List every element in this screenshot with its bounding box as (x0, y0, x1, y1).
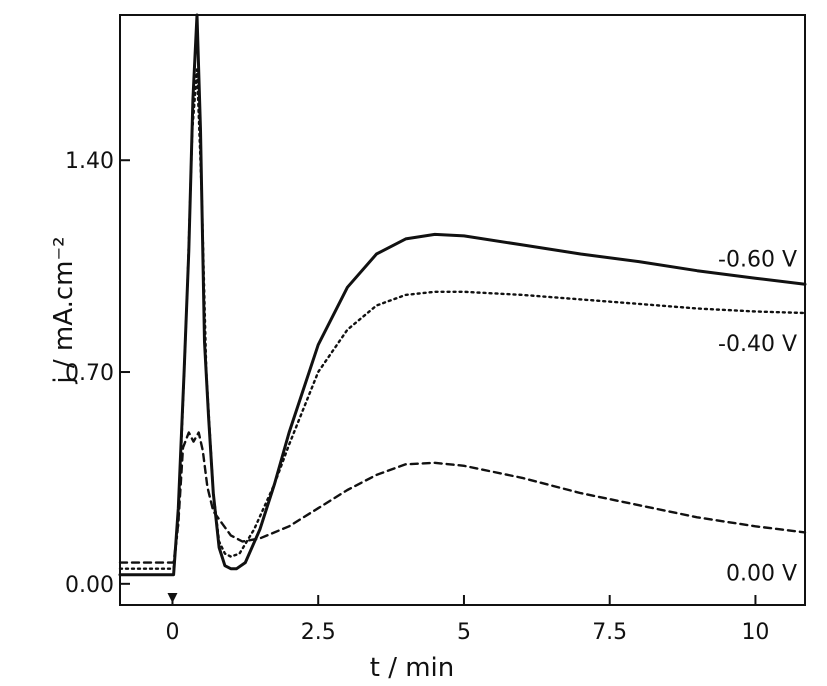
series-line-2 (118, 431, 807, 564)
x-tick-label: 0 (165, 620, 179, 645)
labels-layer: -0.60 V -0.40 V 0.00 V (167, 247, 797, 603)
y-tick-label: 0.70 (65, 361, 114, 386)
series-label-0: -0.60 V (718, 247, 797, 272)
x-axis-label: t / min (370, 653, 455, 683)
series-line-0 (118, 13, 807, 577)
plot-frame (119, 14, 806, 606)
y-axis-label: j / mA.cm⁻² (49, 236, 79, 384)
series-label-1: -0.40 V (718, 332, 797, 357)
start-arrow-icon (167, 593, 178, 603)
series-line-1 (118, 68, 807, 570)
y-tick-label: 1.40 (65, 149, 114, 174)
series-label-2: 0.00 V (726, 561, 797, 586)
x-tick-label: 5 (457, 620, 471, 645)
ticks-layer: 0 2.5 5 7.5 10 0.00 0.70 1.40 (65, 149, 769, 645)
x-tick-label: 7.5 (592, 620, 627, 645)
x-tick-label: 2.5 (301, 620, 336, 645)
y-tick-label: 0.00 (65, 573, 114, 598)
series-layer (118, 13, 807, 577)
x-tick-label: 10 (741, 620, 769, 645)
